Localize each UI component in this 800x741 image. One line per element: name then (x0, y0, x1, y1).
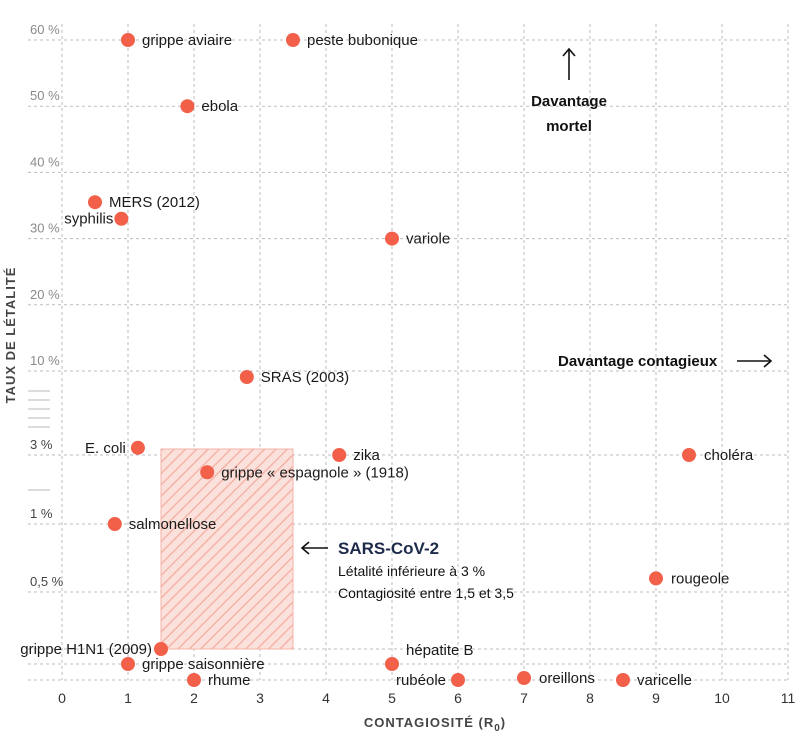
data-points: grippe aviaire peste bubonique ebola MERS (… (20, 32, 754, 689)
data-point-label: salmonellose (129, 516, 217, 533)
x-tick-label: 11 (781, 690, 796, 706)
data-point-label: rougeole (671, 570, 729, 587)
y-tick-label: 30 % (30, 221, 60, 236)
y-tick-label: 0,5 % (30, 574, 64, 589)
data-point (385, 657, 399, 671)
axes: 0 1 2 3 4 5 6 7 8 9 10 11 60 % 50 % 40 % 30 % 20 % 10 % 3 … (28, 22, 795, 706)
x-tick-label: 3 (256, 690, 264, 706)
data-point (332, 448, 347, 462)
data-point-label: grippe H1N1 (2009) (20, 641, 152, 658)
data-point (130, 440, 145, 455)
data-point-label: rubéole (396, 672, 446, 689)
data-point (286, 33, 300, 47)
data-point-label: MERS (2012) (109, 194, 200, 211)
x-tick-label: 6 (454, 690, 462, 706)
x-axis-title: CONTAGIOSITÉ (R0) (364, 715, 506, 734)
up-arrow-head-icon (562, 47, 576, 57)
sars-cov-2-title: SARS-CoV-2 (338, 539, 439, 558)
data-point (121, 33, 135, 47)
data-point (187, 673, 201, 687)
y-axis-title: TAUX DE LÉTALITÉ (3, 267, 18, 404)
sars-cov-2-range-box (160, 448, 294, 650)
data-point-label: choléra (704, 447, 754, 464)
x-tick-label: 1 (124, 690, 132, 706)
data-point (682, 448, 696, 462)
y-tick-label: 60 % (30, 22, 60, 37)
more-deadly-label-2: mortel (546, 118, 592, 135)
data-point (385, 231, 399, 246)
data-point (88, 195, 102, 210)
data-point-label: ebola (201, 98, 238, 115)
right-arrow-head-icon (763, 354, 773, 368)
left-arrow-head-icon (300, 541, 310, 555)
data-point-label: grippe saisonnière (142, 656, 265, 673)
x-tick-label: 8 (586, 690, 594, 706)
data-point (517, 671, 531, 685)
y-tick-label: 10 % (30, 353, 60, 368)
y-tick-label: 20 % (30, 287, 60, 302)
data-point (616, 673, 630, 687)
data-point-label: grippe aviaire (142, 32, 232, 49)
y-tick-label: 1 % (30, 506, 53, 521)
data-point (239, 370, 254, 384)
x-tick-label: 2 (190, 690, 198, 706)
data-point (451, 673, 465, 687)
data-point-label: rhume (208, 672, 251, 689)
x-tick-label: 5 (388, 690, 396, 706)
sars-cov-2-line-2: Contagiosité entre 1,5 et 3,5 (338, 585, 514, 601)
x-tick-label: 7 (520, 690, 528, 706)
x-tick-label: 10 (714, 690, 730, 706)
data-point (114, 211, 129, 226)
data-point (649, 571, 663, 586)
sars-cov-2-zone (160, 448, 294, 650)
more-deadly-label-1: Davantage (531, 93, 607, 110)
x-tick-label: 4 (322, 690, 330, 706)
x-tick-label: 0 (58, 690, 66, 706)
data-point-label: E. coli (85, 440, 126, 457)
sars-cov-2-line-1: Létalité inférieure à 3 % (338, 563, 485, 579)
data-point-label: grippe « espagnole » (1918) (221, 464, 409, 481)
y-tick-label: 3 % (30, 437, 53, 452)
y-tick-label: 40 % (30, 154, 60, 169)
data-point (107, 517, 122, 531)
data-point-label: syphilis (64, 211, 113, 228)
data-point-label: peste bubonique (307, 32, 418, 49)
more-contagious-label: Davantage contagieux (558, 353, 718, 370)
grid (28, 24, 790, 681)
data-point-label: variole (406, 231, 450, 248)
y-tick-label: 50 % (30, 88, 60, 103)
data-point (180, 99, 195, 114)
data-point (154, 642, 168, 656)
data-point-label: SRAS (2003) (261, 369, 349, 386)
data-point-label: oreillons (539, 670, 595, 687)
data-point-label: zika (353, 447, 380, 464)
x-tick-label: 9 (652, 690, 660, 706)
data-point (200, 465, 215, 480)
data-point (121, 657, 135, 671)
data-point-label: varicelle (637, 672, 692, 689)
data-point-label: hépatite B (406, 642, 474, 659)
